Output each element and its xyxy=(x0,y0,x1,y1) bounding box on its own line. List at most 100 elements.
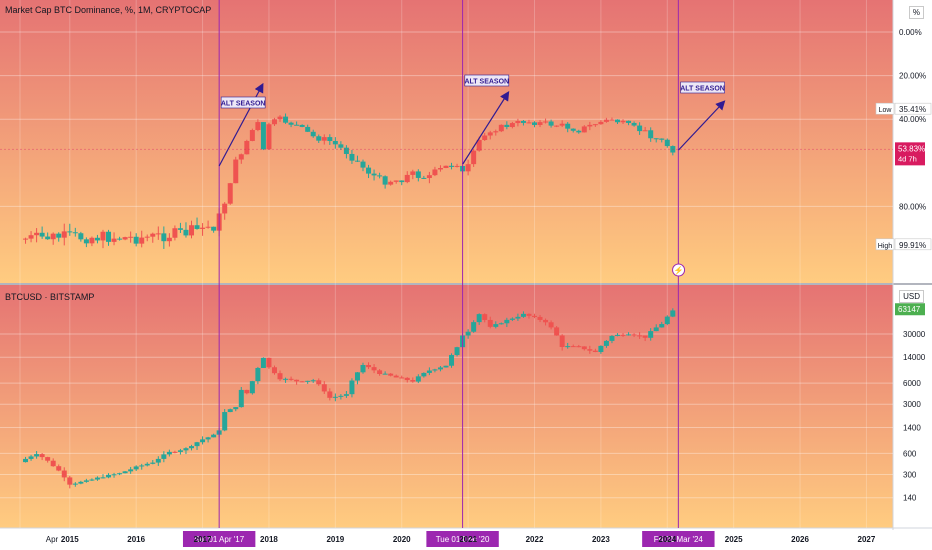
btcusd-candle xyxy=(581,346,587,350)
btcusd-candle xyxy=(614,334,620,336)
alt-season-arrow[interactable] xyxy=(678,100,726,151)
dominance-candle xyxy=(592,124,598,126)
percent-scale-button[interactable]: % xyxy=(908,6,924,19)
annotations: ALT SEASON ALT SEASON ALT SEASON ⚡ xyxy=(0,0,893,528)
dominance-candle xyxy=(255,122,261,131)
dominance-candle xyxy=(194,225,200,229)
btcusd-candle xyxy=(227,409,233,413)
dominance-candle xyxy=(454,165,460,167)
btcusd-candle xyxy=(139,465,145,467)
dominance-candle xyxy=(482,135,488,140)
btcusd-candle xyxy=(504,319,510,324)
dominance-candle xyxy=(520,120,526,123)
dominance-candle xyxy=(343,147,349,154)
price-axis-background xyxy=(893,0,932,530)
dominance-candle xyxy=(670,146,676,153)
high-tag-box xyxy=(875,238,895,251)
time-axis-label: 2017 xyxy=(194,535,212,544)
dominance-candle xyxy=(28,235,34,239)
high-value-box xyxy=(894,238,932,251)
alt-season-label-box[interactable] xyxy=(680,81,725,94)
btcusd-candle xyxy=(349,380,355,395)
dominance-candle xyxy=(50,233,56,240)
high-tag-label: High xyxy=(878,243,893,250)
dominance-candle xyxy=(305,126,311,132)
dominance-candle xyxy=(310,131,316,137)
dominance-candle xyxy=(83,239,89,244)
dominance-candle xyxy=(504,124,510,127)
dominance-candle xyxy=(637,125,643,132)
dominance-candle xyxy=(587,124,593,127)
dominance-candle xyxy=(471,150,477,165)
time-axis-label: 2027 xyxy=(858,535,876,544)
btcusd-candle xyxy=(294,379,300,382)
current-price-value: 63147 xyxy=(898,305,921,314)
btcusd-candle xyxy=(637,335,643,337)
event-lightning-glyph: ⚡ xyxy=(674,265,684,275)
dominance-candle xyxy=(332,140,338,145)
dominance-candle xyxy=(249,130,255,141)
btcusd-candle xyxy=(354,372,360,381)
btcusd-candle xyxy=(471,322,477,332)
btcusd-candle xyxy=(432,369,438,371)
btcusd-candle xyxy=(166,451,172,455)
btcusd-candle xyxy=(189,446,195,449)
dominance-candle xyxy=(139,237,145,244)
time-axis-label: 2026 xyxy=(791,535,809,544)
dominance-candle xyxy=(548,121,554,126)
dominance-candle xyxy=(183,229,189,236)
dominance-candle xyxy=(200,227,206,229)
dominance-candle xyxy=(371,173,377,176)
btcusd-candle xyxy=(343,394,349,396)
dominance-candle xyxy=(266,124,272,150)
time-axis-label: 2022 xyxy=(526,535,544,544)
btcusd-candle xyxy=(565,346,571,348)
event-lightning-icon[interactable] xyxy=(672,263,686,277)
dominance-candle xyxy=(271,119,277,125)
btcusd-candle xyxy=(172,451,178,453)
btcusd-candle xyxy=(366,365,372,368)
btcusd-candle xyxy=(50,460,56,467)
time-marker-badge xyxy=(426,531,499,547)
btcusd-candle xyxy=(106,474,112,478)
current-price-badge xyxy=(895,303,925,316)
time-marker-badge xyxy=(182,531,256,547)
dominance-candle xyxy=(443,165,449,169)
btcusd-candle xyxy=(194,442,200,447)
dominance-candle xyxy=(498,124,504,132)
dominance-candle xyxy=(620,120,626,123)
usd-scale-button[interactable]: USD xyxy=(899,290,924,303)
btcusd-candle xyxy=(415,376,421,382)
dominance-candle xyxy=(509,123,515,127)
alt-season-label-box[interactable] xyxy=(220,96,266,109)
dominance-candle xyxy=(106,231,112,242)
dominance-candle xyxy=(177,228,183,230)
alt-season-arrow[interactable] xyxy=(462,90,510,165)
dominance-candle xyxy=(45,236,51,240)
dominance-candle xyxy=(23,238,29,240)
btcusd-candle xyxy=(271,367,277,374)
top-axis-tick: 80.00% xyxy=(899,202,926,211)
btcusd-candle xyxy=(609,335,615,341)
btcusd-candle xyxy=(393,375,399,378)
dominance-candle xyxy=(515,120,521,124)
btcusd-candle xyxy=(39,454,45,458)
time-axis-label: 2016 xyxy=(127,535,145,544)
top-axis-tick: 40.00% xyxy=(899,115,926,124)
low-value-box xyxy=(894,102,932,115)
btcusd-candle xyxy=(288,378,294,380)
dominance-candle xyxy=(465,164,471,172)
dominance-candle xyxy=(144,236,150,238)
btcusd-candle xyxy=(382,373,388,375)
top-axis-tick: 20.00% xyxy=(899,72,926,81)
btcusd-candle xyxy=(587,349,593,351)
dominance-candle xyxy=(626,120,632,123)
alt-season-label: ALT SEASON xyxy=(221,101,266,108)
dominance-candle xyxy=(61,231,67,238)
dominance-candle xyxy=(122,237,128,240)
alt-season-label-box[interactable] xyxy=(464,74,510,87)
dominance-candle xyxy=(117,238,123,240)
alt-season-label: ALT SEASON xyxy=(680,86,725,93)
